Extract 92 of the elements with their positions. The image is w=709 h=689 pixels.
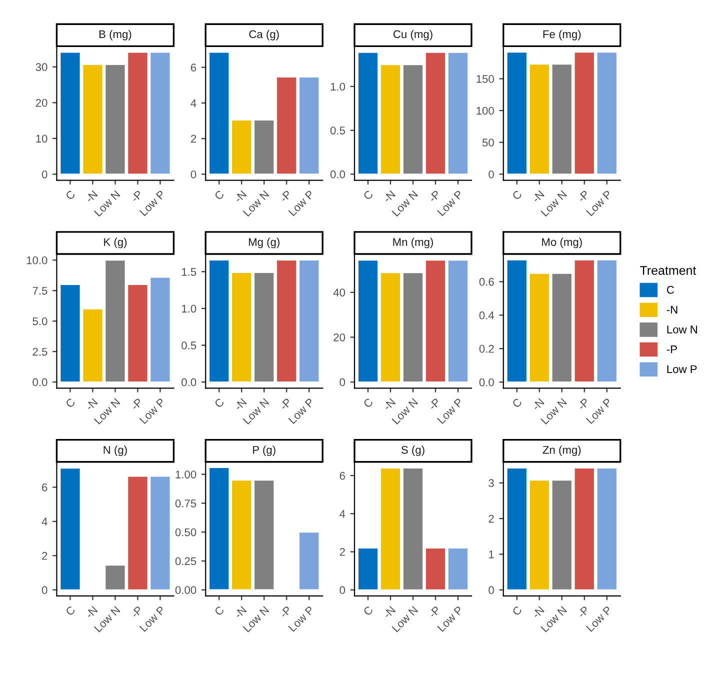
y-tick-label: 1.00 xyxy=(176,470,196,478)
y-tick-label: 0.25 xyxy=(175,557,196,566)
x-tick-label: -N xyxy=(382,606,396,619)
y-tick-label: 40 xyxy=(333,288,346,296)
y-tick-label: 0.5 xyxy=(182,342,196,350)
y-tick-label: 4 xyxy=(340,510,346,518)
chart-title: Fe (mg) xyxy=(543,30,581,40)
y-tick-label: 5.0 xyxy=(32,317,48,326)
y-tick-label: 100 xyxy=(476,106,494,115)
y-tick-label: 0 xyxy=(190,170,196,178)
y-tick-label: 0.0 xyxy=(479,378,494,386)
x-tick-label: C xyxy=(65,398,76,408)
y-tick-label: 0.2 xyxy=(479,344,494,353)
chart-title: N (g) xyxy=(104,446,127,456)
x-tick-label: -N xyxy=(532,398,544,411)
x-tick-label: -N xyxy=(382,398,396,411)
chart-title: Cu (mg) xyxy=(393,30,432,40)
category-label: -N xyxy=(666,306,678,314)
x-tick-label: -N xyxy=(234,190,247,203)
y-tick-label: 0 xyxy=(488,170,494,178)
category-label: Low P xyxy=(667,365,697,374)
x-tick-label: C xyxy=(362,606,374,616)
category-label: -P xyxy=(666,346,677,354)
chart-title: P (g) xyxy=(253,446,276,456)
x-tick-label: C xyxy=(362,398,374,408)
y-tick-label: 1 xyxy=(489,550,494,558)
y-tick-label: 0.5 xyxy=(330,126,346,134)
y-tick-label: 2 xyxy=(340,548,345,556)
y-tick-label: 1.0 xyxy=(330,82,346,91)
x-tick-label: C xyxy=(65,606,76,616)
x-tick-label: C xyxy=(512,398,522,408)
y-tick-label: 50 xyxy=(482,138,494,146)
y-tick-label: 20 xyxy=(334,333,346,342)
y-tick-label: 3 xyxy=(488,479,494,488)
y-tick-label: 0.00 xyxy=(175,586,196,594)
chart-title: Mn (mg) xyxy=(393,238,433,248)
y-tick-label: 6 xyxy=(340,472,345,480)
y-tick-label: 4 xyxy=(42,518,48,526)
x-tick-label: -N xyxy=(234,398,247,411)
x-tick-label: C xyxy=(362,190,374,200)
y-tick-label: 0 xyxy=(488,586,494,594)
chart-title: B (mg) xyxy=(99,30,132,40)
y-tick-label: 7.5 xyxy=(32,286,48,295)
y-tick-label: 10.0 xyxy=(26,256,48,264)
y-tick-label: 0.50 xyxy=(175,528,196,536)
y-tick-label: 0 xyxy=(42,170,48,178)
x-tick-label: C xyxy=(65,190,76,200)
category-label: Low N xyxy=(667,326,697,334)
y-tick-label: 4 xyxy=(190,99,196,108)
x-tick-label: -N xyxy=(532,190,544,203)
chart-title: Mo (mg) xyxy=(542,238,582,248)
bar xyxy=(298,532,320,590)
y-tick-label: 2 xyxy=(190,134,196,143)
x-tick-label: -N xyxy=(85,190,98,203)
x-tick-label: C xyxy=(214,398,225,408)
y-tick-label: 6 xyxy=(190,64,196,72)
x-tick-label: C xyxy=(214,606,225,616)
y-tick-label: 6 xyxy=(42,483,48,492)
category-label: C xyxy=(666,286,674,294)
y-tick-label: 0 xyxy=(340,378,346,386)
y-tick-label: 0.4 xyxy=(479,311,494,320)
chart-title: Zn (mg) xyxy=(542,446,581,456)
x-tick-label: C xyxy=(214,190,225,200)
y-tick-label: 0.6 xyxy=(479,278,494,286)
y-tick-label: 2 xyxy=(42,552,48,560)
y-tick-label: 0 xyxy=(340,586,346,594)
y-tick-label: 0.0 xyxy=(182,378,196,386)
y-tick-label: 150 xyxy=(476,75,494,83)
y-tick-label: 10 xyxy=(36,134,48,143)
chart-title: Ca (g) xyxy=(249,30,279,40)
bar xyxy=(60,467,81,590)
x-tick-label: C xyxy=(512,606,522,616)
y-tick-label: 0.75 xyxy=(175,499,196,508)
chart-title: Mg (g) xyxy=(248,238,280,248)
legend-title: Treatment xyxy=(640,266,696,275)
y-tick-label: 2 xyxy=(488,514,494,523)
y-tick-label: 0.0 xyxy=(32,378,48,386)
x-tick-label: C xyxy=(512,190,522,200)
y-tick-label: 1.0 xyxy=(182,304,196,313)
chart-title: S (g) xyxy=(401,446,424,456)
y-tick-label: 1.5 xyxy=(182,268,196,276)
chart-title: K (g) xyxy=(104,238,127,248)
y-tick-label: 2.5 xyxy=(32,348,48,356)
y-tick-label: 0.0 xyxy=(330,170,346,178)
x-tick-label: -N xyxy=(532,606,544,619)
x-tick-label: -N xyxy=(85,606,98,619)
y-tick-label: 0 xyxy=(42,586,48,594)
y-tick-label: 30 xyxy=(36,63,48,72)
x-tick-label: -N xyxy=(234,606,247,619)
x-tick-label: -N xyxy=(382,190,396,203)
y-tick-label: 20 xyxy=(36,98,48,107)
x-tick-label: -N xyxy=(85,398,98,411)
